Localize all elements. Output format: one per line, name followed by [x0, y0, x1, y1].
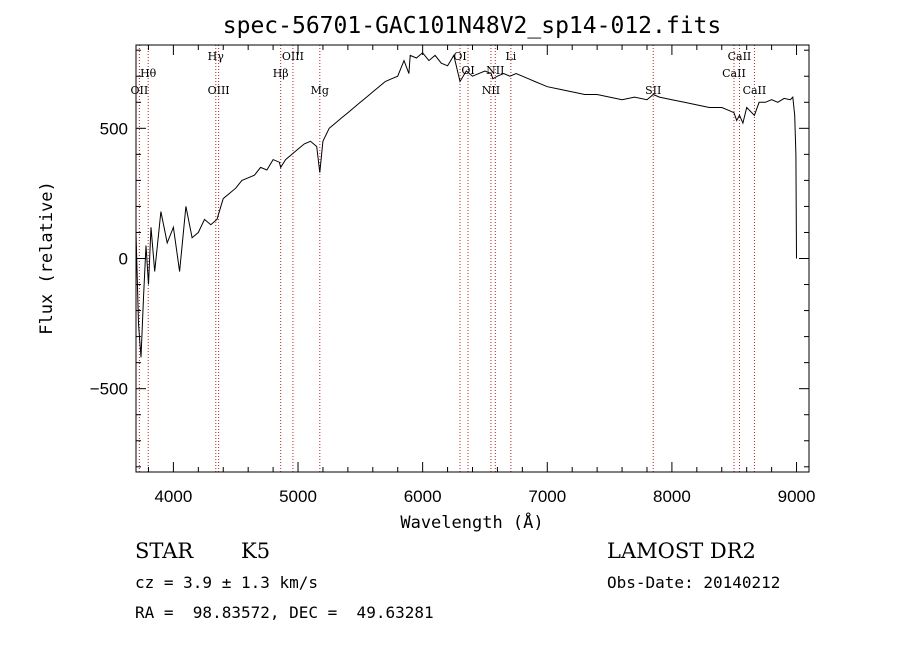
x-tick-label-2: 6000 [404, 487, 442, 506]
plot-frame [135, 44, 810, 473]
x-tick-label-1: 5000 [279, 487, 317, 506]
line-label-1: Hθ [140, 67, 157, 80]
observation-date: Obs-Date: 20140212 [607, 573, 781, 592]
x-axis-label: Wavelength (Å) [400, 511, 543, 533]
spectrum-series-0 [135, 52, 797, 358]
line-label-13: CaII [722, 67, 746, 80]
y-axis-ticks: −500 0 500 [90, 49, 809, 468]
object-class: STAR [135, 539, 194, 563]
x-tick-label-0: 4000 [154, 487, 192, 506]
line-label-3: OIII [208, 84, 230, 97]
spectrum-series-group [135, 52, 797, 358]
line-label-4: Hβ [273, 67, 289, 80]
line-label-7: OI [453, 50, 466, 63]
line-label-9: NII [482, 84, 500, 97]
line-label-14: CaII [728, 50, 752, 63]
y-tick-label-0: −500 [90, 380, 128, 399]
line-label-10: NII [486, 64, 504, 77]
line-label-11: Li [505, 50, 516, 63]
y-axis-label: Flux (relative) [37, 181, 57, 335]
line-label-6: Mg [311, 84, 329, 97]
line-label-12: SII [645, 84, 661, 97]
x-axis-ticks: 4000 5000 6000 7000 8000 9000 [147, 45, 816, 506]
line-label-2: Hγ [208, 50, 225, 63]
y-tick-label-1: 0 [119, 250, 128, 269]
x-tick-label-5: 9000 [778, 487, 816, 506]
line-label-0: OII [131, 84, 149, 97]
x-tick-label-3: 7000 [528, 487, 566, 506]
coordinates: RA = 98.83572, DEC = 49.63281 [135, 603, 434, 622]
chart-title: spec-56701-GAC101N48V2_sp14-012.fits [223, 13, 722, 39]
survey-name: LAMOST DR2 [607, 539, 756, 563]
line-label-5: OIII [282, 50, 304, 63]
redshift-cz: cz = 3.9 ± 1.3 km/s [135, 573, 319, 592]
emission-line-labels: OIIHθHγOIIIHβOIIIMgOIOINIINIILiSIICaIICa… [131, 50, 767, 97]
y-tick-label-2: 500 [100, 119, 128, 138]
emission-line-markers [138, 45, 755, 472]
x-tick-label-4: 8000 [653, 487, 691, 506]
line-label-15: CaII [743, 84, 767, 97]
object-subclass: K5 [241, 539, 271, 563]
